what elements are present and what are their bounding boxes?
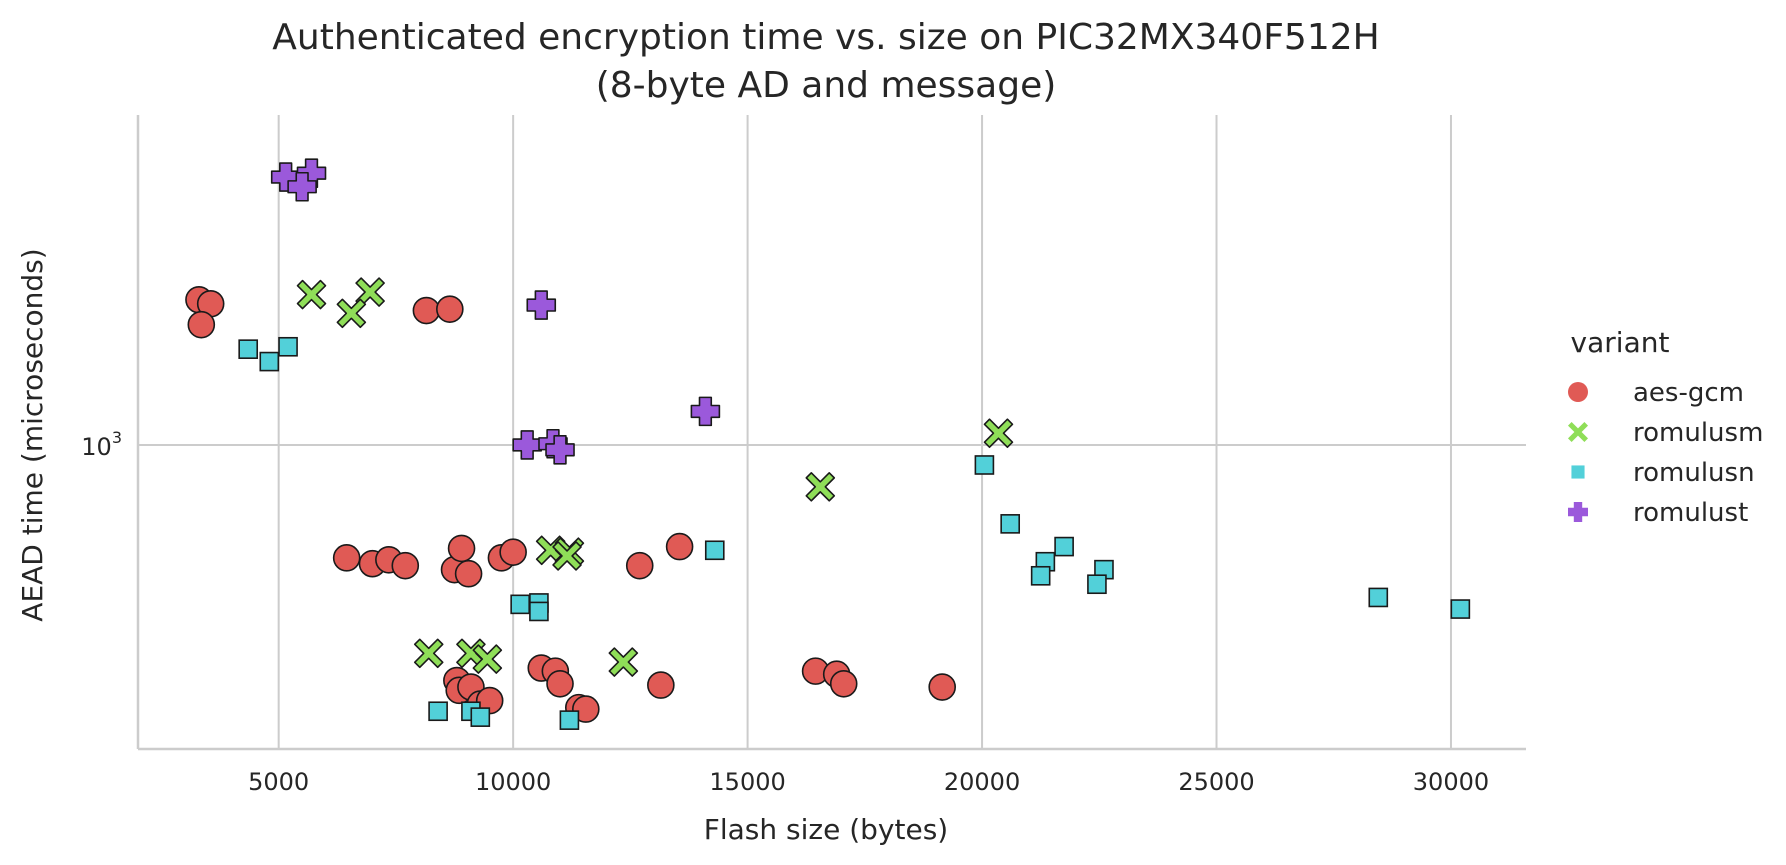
y-tick-label: 103 — [81, 428, 122, 461]
legend: variant aes-gcm romulusm romulusn romulust — [1568, 326, 1763, 528]
legend-marker-aes-gcm — [1568, 382, 1588, 402]
y-axis-label: AEAD time (microseconds) — [16, 248, 49, 621]
romulusm-point — [296, 279, 327, 310]
romulusn-point — [1030, 565, 1051, 586]
x-tick-label: 5000 — [248, 768, 309, 796]
aes-gcm-point — [499, 538, 527, 566]
romulust-point — [296, 158, 327, 189]
aes-gcm-point — [332, 544, 361, 572]
romulusn-point — [238, 339, 259, 359]
aes-gcm-point — [412, 296, 441, 325]
romulusm-point — [472, 644, 503, 674]
chart-title-line2: (8-byte AD and message) — [596, 65, 1057, 106]
x-tick-label: 30000 — [1413, 768, 1489, 796]
romulusn-point — [529, 601, 549, 622]
romulusn-point — [259, 351, 280, 372]
aes-gcm-point — [928, 673, 956, 701]
legend-label-romulusn: romulusn — [1633, 458, 1755, 488]
romulusm-point — [983, 418, 1014, 449]
romulust-point — [690, 396, 721, 427]
romulust-point — [287, 171, 317, 202]
aes-gcm-point — [454, 559, 483, 588]
romulusn-point — [510, 594, 530, 615]
legend-label-romulusm: romulusm — [1633, 418, 1763, 448]
aes-gcm-point — [625, 551, 654, 580]
data-points — [185, 158, 1471, 730]
legend-title: variant — [1571, 326, 1670, 359]
aes-gcm-point — [572, 695, 600, 723]
aes-gcm-point — [391, 551, 420, 580]
romulusn-point — [1054, 536, 1074, 557]
x-tick-label: 20000 — [944, 768, 1020, 796]
romulusn-point — [559, 710, 580, 730]
chart-title-line1: Authenticated encryption time vs. size o… — [272, 17, 1379, 58]
legend-label-aes-gcm: aes-gcm — [1633, 378, 1744, 408]
aes-gcm-point — [647, 671, 675, 699]
legend-marker-romulusm — [1568, 422, 1588, 442]
romulust-point — [545, 435, 575, 465]
romulusn-point — [974, 455, 995, 475]
romulusm-point — [805, 472, 836, 502]
aes-gcm-point — [829, 669, 858, 698]
aes-gcm-point — [665, 532, 694, 561]
aes-gcm-point — [447, 534, 476, 563]
legend-marker-romulusn — [1571, 465, 1585, 479]
romulusn-point — [1450, 599, 1471, 619]
romulusm-point — [336, 298, 367, 329]
axes-spines — [136, 115, 1526, 751]
legend-marker-romulust — [1568, 502, 1588, 522]
romulusn-point — [1087, 574, 1107, 595]
x-axis-label: Flash size (bytes) — [704, 813, 948, 846]
romulusm-point — [608, 647, 639, 677]
x-tick-label: 15000 — [709, 768, 785, 796]
romulusn-point — [278, 336, 298, 357]
legend-label-romulust: romulust — [1633, 498, 1748, 528]
grid-lines — [138, 115, 1526, 749]
aes-gcm-point — [436, 295, 464, 323]
romulusn-point — [428, 701, 448, 722]
romulusm-point — [413, 638, 444, 669]
romulusn-point — [704, 540, 725, 561]
aes-gcm-point — [187, 310, 216, 339]
romulust-point — [512, 430, 543, 460]
x-tick-label: 10000 — [475, 768, 551, 796]
romulusn-point — [1000, 514, 1021, 534]
romulust-point — [526, 290, 557, 320]
romulusn-point — [470, 707, 491, 727]
romulusm-point — [552, 541, 582, 571]
romulusn-point — [1368, 587, 1389, 608]
aes-gcm-point — [546, 669, 574, 698]
tick-labels: 5000 10000 15000 20000 25000 30000 103 — [81, 428, 1489, 796]
x-tick-label: 25000 — [1178, 768, 1254, 796]
